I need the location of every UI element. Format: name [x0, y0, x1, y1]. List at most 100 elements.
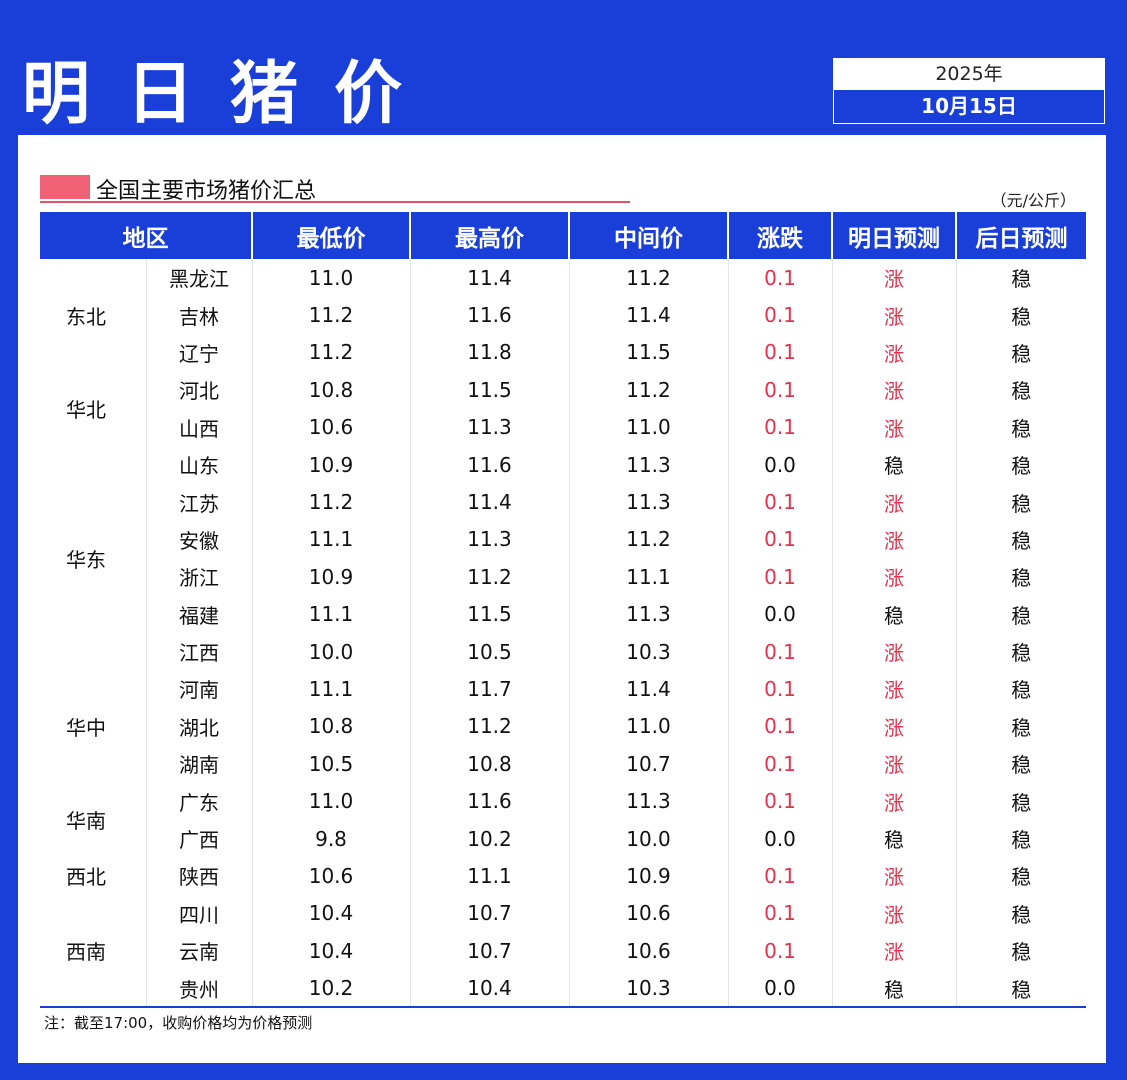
tomorrow-forecast-cell: 涨: [832, 296, 957, 334]
change-cell: 0.0: [728, 969, 833, 1007]
max-price-cell: 11.4: [410, 483, 570, 521]
col-header-change: 涨跌: [728, 212, 833, 259]
table-row: 辽宁 11.2 11.8 11.5 0.1 涨 稳: [40, 333, 1086, 372]
province-cell: 四川: [146, 894, 253, 933]
tomorrow-forecast-cell: 涨: [832, 707, 957, 746]
min-price-cell: 11.0: [252, 259, 411, 297]
after-forecast-cell: 稳: [1011, 528, 1032, 553]
after-forecast-cell: 稳: [1011, 865, 1032, 890]
mid-price-cell: 10.3: [569, 632, 729, 671]
tomorrow-forecast-cell: 涨: [832, 932, 957, 970]
min-price-cell: 11.1: [252, 520, 411, 559]
after-forecast-cell: 稳: [1011, 902, 1032, 927]
date-box: 2025年 10月15日: [833, 58, 1105, 124]
mid-price-cell: 11.0: [569, 408, 729, 446]
col-header-region: 地区: [40, 212, 253, 259]
mid-price-cell: 11.1: [569, 558, 729, 596]
table-row: 安徽 11.1 11.3 11.2 0.1 涨 稳: [40, 520, 1086, 559]
min-price-cell: 10.8: [252, 371, 411, 409]
region-cell: 西北: [40, 857, 147, 895]
province-cell: 湖南: [146, 745, 253, 783]
max-price-cell: 11.8: [410, 333, 570, 372]
change-cell: 0.1: [728, 333, 833, 372]
max-price-cell: 10.7: [410, 894, 570, 933]
max-price-cell: 11.2: [410, 558, 570, 596]
max-price-cell: 10.4: [410, 969, 570, 1007]
tomorrow-forecast-cell: 涨: [832, 670, 957, 708]
tomorrow-forecast-cell: 稳: [832, 445, 957, 484]
min-price-cell: 11.1: [252, 595, 411, 633]
after-forecast-cell: 稳: [1011, 753, 1032, 778]
tomorrow-forecast-cell: 涨: [832, 857, 957, 895]
max-price-cell: 11.4: [410, 259, 570, 297]
tomorrow-forecast-cell: 稳: [832, 819, 957, 858]
province-cell: 贵州: [146, 969, 253, 1007]
min-price-cell: 10.2: [252, 969, 411, 1007]
table-row: 江苏 11.2 11.4 11.3 0.1 涨 稳: [40, 483, 1086, 521]
min-price-cell: 10.5: [252, 745, 411, 783]
province-cell: 山西: [146, 408, 253, 446]
mid-price-cell: 11.3: [569, 445, 729, 484]
page-title: 明日猪价: [22, 55, 439, 134]
mid-price-cell: 11.2: [569, 371, 729, 409]
after-forecast-cell: 稳: [1011, 267, 1032, 292]
after-forecast-cell: 稳: [1011, 641, 1032, 666]
mid-price-cell: 10.6: [569, 894, 729, 933]
tomorrow-forecast-cell: 涨: [832, 520, 957, 559]
mid-price-cell: 11.0: [569, 707, 729, 746]
province-cell: 江苏: [146, 483, 253, 521]
province-cell: 河南: [146, 670, 253, 708]
mid-price-cell: 11.2: [569, 520, 729, 559]
col-header-min: 最低价: [252, 212, 411, 259]
after-forecast-cell: 稳: [1011, 416, 1032, 441]
tomorrow-forecast-cell: 涨: [832, 894, 957, 933]
after-forecast-cell: 稳: [1011, 341, 1032, 366]
table-bottom-line: [40, 1006, 1086, 1008]
change-cell: 0.1: [728, 932, 833, 970]
mid-price-cell: 10.3: [569, 969, 729, 1007]
section-title: 全国主要市场猪价汇总: [96, 179, 317, 204]
tomorrow-forecast-cell: 涨: [832, 371, 957, 409]
change-cell: 0.1: [728, 670, 833, 708]
mid-price-cell: 10.9: [569, 857, 729, 895]
tomorrow-forecast-cell: 稳: [832, 595, 957, 633]
province-cell: 福建: [146, 595, 253, 633]
province-cell: 辽宁: [146, 333, 253, 372]
change-cell: 0.0: [728, 445, 833, 484]
tomorrow-forecast-cell: 涨: [832, 259, 957, 297]
min-price-cell: 11.2: [252, 483, 411, 521]
table-header-row: 地区 最低价 最高价 中间价 涨跌 明日预测 后日预测: [40, 212, 1086, 259]
province-cell: 陕西: [146, 857, 253, 895]
province-cell: 吉林: [146, 296, 253, 334]
col-header-max: 最高价: [410, 212, 570, 259]
min-price-cell: 10.4: [252, 894, 411, 933]
footnote: 注：截至17:00，收购价格均为价格预测: [44, 1014, 313, 1032]
after-forecast-cell: 稳: [1011, 379, 1032, 404]
change-cell: 0.1: [728, 259, 833, 297]
max-price-cell: 10.5: [410, 632, 570, 671]
change-cell: 0.1: [728, 632, 833, 671]
table-row: 云南 10.4 10.7 10.6 0.1 涨 稳: [40, 932, 1086, 970]
tomorrow-forecast-cell: 涨: [832, 483, 957, 521]
province-cell: 广西: [146, 819, 253, 858]
min-price-cell: 10.8: [252, 707, 411, 746]
min-price-cell: 11.2: [252, 296, 411, 334]
change-cell: 0.1: [728, 408, 833, 446]
region-cell: 华东: [40, 445, 147, 671]
after-forecast-cell: 稳: [1011, 566, 1032, 591]
change-cell: 0.1: [728, 857, 833, 895]
region-cell: 东北: [40, 259, 147, 372]
max-price-cell: 11.6: [410, 296, 570, 334]
max-price-cell: 11.5: [410, 595, 570, 633]
mid-price-cell: 11.3: [569, 483, 729, 521]
tomorrow-forecast-cell: 涨: [832, 408, 957, 446]
max-price-cell: 11.6: [410, 445, 570, 484]
province-cell: 广东: [146, 782, 253, 820]
table-row: 贵州 10.2 10.4 10.3 0.0 稳稳: [40, 969, 1086, 1007]
after-forecast-cell: 稳: [1011, 454, 1032, 479]
table-row: 山西 10.6 11.3 11.0 0.1 涨 稳: [40, 408, 1086, 446]
col-header-after: 后日预测: [956, 212, 1086, 259]
region-cell: 华南: [40, 782, 147, 858]
mid-price-cell: 11.5: [569, 333, 729, 372]
after-forecast-cell: 稳: [1011, 940, 1032, 965]
